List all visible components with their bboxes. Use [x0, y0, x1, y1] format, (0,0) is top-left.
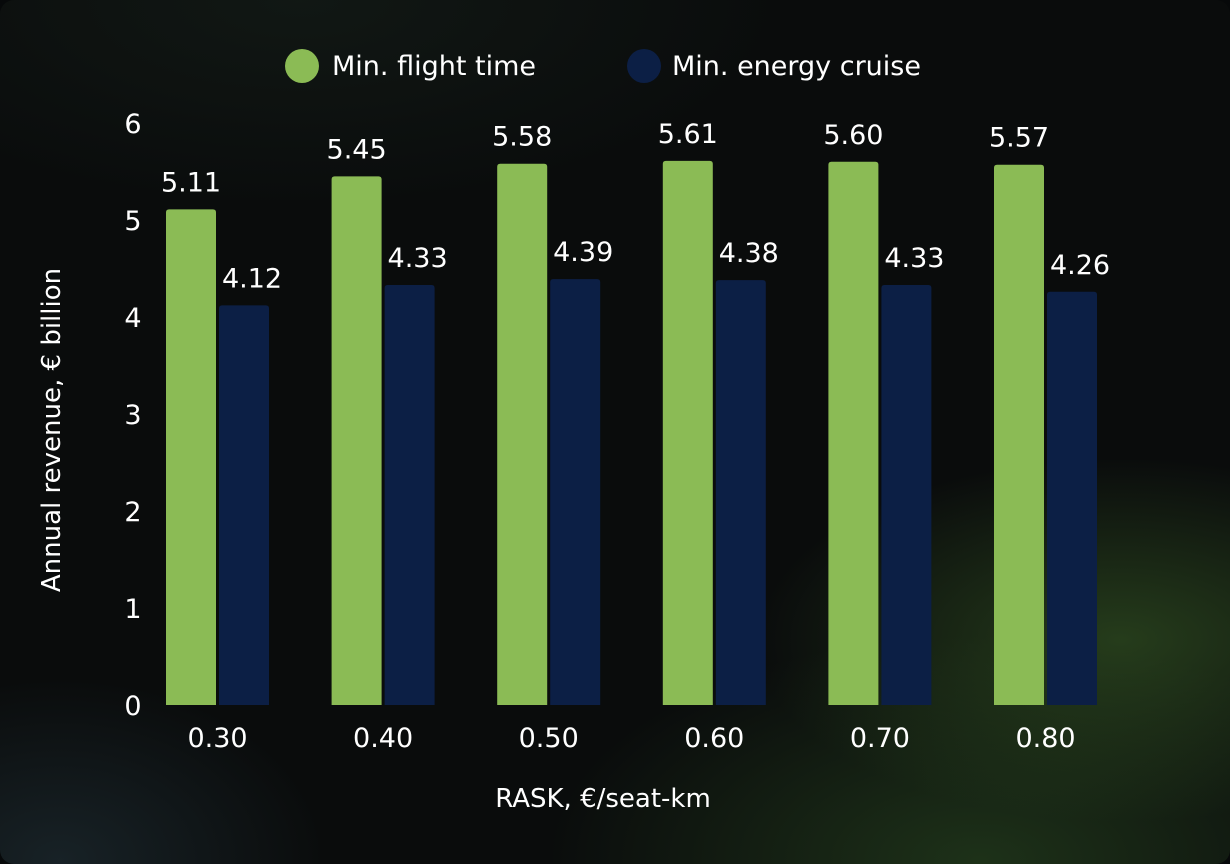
x-axis-ticks: 0.30 0.40 0.50 0.60 0.70 0.80 — [187, 723, 1075, 754]
y-axis-label: Annual revenue, € billion — [37, 268, 67, 592]
value-label-min-flight-time: 5.11 — [161, 167, 221, 198]
value-label-min-energy-cruise: 4.33 — [388, 243, 448, 274]
bar-min-energy-cruise — [881, 284, 932, 705]
y-tick-label: 1 — [124, 594, 141, 625]
y-tick-label: 2 — [124, 497, 141, 528]
bar-min-flight-time — [166, 209, 216, 705]
bar-min-flight-time — [662, 160, 713, 705]
x-tick-label: 0.70 — [850, 723, 910, 754]
value-labels: 5.11 4.12 5.45 4.33 5.58 4.39 5.61 4.38 5.60 4.33… — [161, 119, 1110, 295]
x-axis-label: RASK, €/seat-km — [495, 784, 711, 814]
bar-min-energy-cruise — [219, 305, 269, 705]
x-tick-label: 0.60 — [684, 723, 744, 754]
x-tick-label: 0.40 — [353, 723, 413, 754]
x-tick-label: 0.80 — [1015, 723, 1075, 754]
bar-min-energy-cruise — [715, 280, 766, 705]
value-label-min-flight-time: 5.61 — [658, 119, 718, 150]
x-tick-label: 0.30 — [187, 723, 247, 754]
bar-min-flight-time — [331, 176, 382, 706]
bar-min-energy-cruise — [550, 279, 601, 705]
value-label-min-energy-cruise: 4.33 — [884, 243, 944, 274]
y-tick-label: 4 — [124, 303, 141, 334]
y-tick-label: 0 — [124, 691, 141, 722]
value-label-min-energy-cruise: 4.39 — [553, 237, 613, 268]
value-label-min-energy-cruise: 4.26 — [1050, 250, 1110, 281]
y-tick-label: 6 — [124, 109, 141, 140]
legend-label-min-energy-cruise: Min. energy cruise — [672, 51, 921, 82]
legend: Min. flight time Min. energy cruise — [285, 49, 921, 83]
bars — [166, 160, 1097, 706]
legend-label-min-flight-time: Min. flight time — [332, 51, 536, 82]
bar-min-energy-cruise — [1047, 291, 1097, 705]
y-tick-label: 5 — [124, 206, 141, 237]
legend-swatch-min-flight-time — [285, 49, 319, 83]
bar-min-energy-cruise — [384, 284, 435, 705]
x-tick-label: 0.50 — [519, 723, 579, 754]
bar-min-flight-time — [497, 163, 548, 706]
bar-min-flight-time — [994, 164, 1044, 705]
value-label-min-flight-time: 5.45 — [327, 134, 387, 165]
y-axis-ticks: 0 1 2 3 4 5 6 — [124, 109, 141, 722]
bar-min-flight-time — [828, 161, 879, 706]
value-label-min-flight-time: 5.58 — [492, 122, 552, 153]
value-label-min-flight-time: 5.57 — [989, 123, 1049, 154]
value-label-min-energy-cruise: 4.38 — [719, 238, 779, 269]
value-label-min-flight-time: 5.60 — [823, 120, 883, 151]
value-label-min-energy-cruise: 4.12 — [222, 263, 282, 294]
legend-swatch-min-energy-cruise — [627, 49, 661, 83]
y-tick-label: 3 — [124, 400, 141, 431]
